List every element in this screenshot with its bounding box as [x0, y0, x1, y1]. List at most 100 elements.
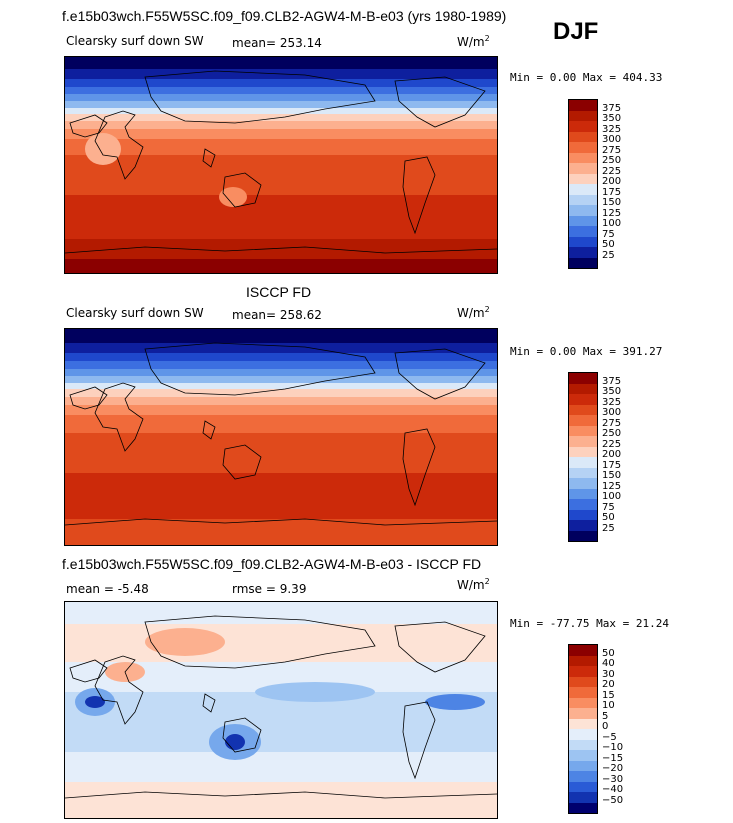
colorbar-swatch	[569, 110, 597, 121]
colorbar-swatch	[569, 100, 597, 111]
panel-1-colorbar-labels: 375 350 325 300 275 250 225 200 175 150 125 100 75 50…	[602, 99, 642, 269]
colorbar-swatch	[569, 697, 597, 708]
colorbar-swatch	[569, 718, 597, 729]
colorbar-tick-label: 5	[602, 710, 609, 722]
colorbar-swatch	[569, 184, 597, 195]
colorbar-swatch	[569, 383, 597, 394]
colorbar-swatch	[569, 781, 597, 792]
colorbar-swatch	[569, 792, 597, 803]
colorbar-tick-label: 275	[602, 417, 622, 429]
colorbar-tick-label: 40	[602, 658, 615, 669]
panel-1-field-label: Clearsky surf down SW	[66, 34, 204, 48]
panel-3-minmax: Min = -77.75 Max = 21.24	[510, 617, 669, 630]
panel-2-field-label: Clearsky surf down SW	[66, 306, 204, 320]
colorbar-tick-label: 325	[602, 123, 622, 135]
colorbar-tick-label: 375	[602, 102, 622, 114]
panel-2-minmax: Min = 0.00 Max = 391.27	[510, 345, 663, 358]
colorbar-swatch	[569, 142, 597, 153]
colorbar-tick-label: 350	[602, 386, 622, 397]
colorbar-swatch	[569, 257, 597, 268]
colorbar-swatch	[569, 666, 597, 677]
colorbar-swatch	[569, 655, 597, 666]
colorbar-tick-label: 25	[602, 522, 615, 534]
colorbar-tick-label: 125	[602, 480, 622, 492]
colorbar-tick-label: −40	[602, 784, 624, 795]
colorbar-tick-label: 200	[602, 176, 622, 187]
panel-1-minmax: Min = 0.00 Max = 404.33	[510, 71, 663, 84]
colorbar-tick-label: 50	[602, 512, 615, 523]
colorbar-swatch	[569, 760, 597, 771]
colorbar-swatch	[569, 226, 597, 237]
colorbar-swatch	[569, 645, 597, 656]
season-label: DJF	[553, 18, 599, 45]
colorbar-tick-label: 225	[602, 165, 622, 177]
colorbar-tick-label: 0	[602, 721, 609, 732]
colorbar-swatch	[569, 215, 597, 226]
colorbar-swatch	[569, 687, 597, 698]
colorbar-tick-label: 175	[602, 459, 622, 471]
colorbar-swatch	[569, 163, 597, 174]
panel-1-map	[64, 56, 498, 274]
colorbar-swatch	[569, 771, 597, 782]
colorbar-swatch	[569, 415, 597, 426]
colorbar-swatch	[569, 708, 597, 719]
colorbar-tick-label: 350	[602, 113, 622, 124]
colorbar-tick-label: 100	[602, 218, 622, 229]
panel-2-units: W/m2	[457, 305, 490, 320]
panel-3-colorbar	[568, 644, 598, 814]
colorbar-swatch	[569, 739, 597, 750]
colorbar-tick-label: −20	[602, 763, 624, 774]
colorbar-tick-label: 10	[602, 700, 615, 711]
colorbar-swatch	[569, 425, 597, 436]
colorbar-tick-label: 75	[602, 228, 615, 240]
colorbar-tick-label: 375	[602, 375, 622, 387]
panel-1-units: W/m2	[457, 34, 490, 49]
colorbar-tick-label: 15	[602, 689, 615, 701]
colorbar-swatch	[569, 394, 597, 405]
colorbar-tick-label: 250	[602, 428, 622, 439]
colorbar-swatch	[569, 436, 597, 447]
colorbar-tick-label: 275	[602, 144, 622, 156]
panel-3-map	[64, 601, 498, 819]
colorbar-tick-label: 250	[602, 155, 622, 166]
colorbar-tick-label: 300	[602, 407, 622, 418]
panel-2-map	[64, 328, 498, 546]
colorbar-tick-label: 300	[602, 134, 622, 145]
panel-3-colorbar-labels: 50 40 30 20 15 10 5 0 −5 −10 −15 −20 −30 −40 −50	[602, 644, 642, 814]
colorbar-swatch	[569, 729, 597, 740]
colorbar-tick-label: 75	[602, 501, 615, 513]
colorbar-tick-label: −10	[602, 742, 624, 753]
panel-1-mean: mean= 253.14	[232, 36, 322, 50]
colorbar-tick-label: 225	[602, 438, 622, 450]
panel-1-colorbar	[568, 99, 598, 269]
colorbar-swatch	[569, 488, 597, 499]
colorbar-swatch	[569, 446, 597, 457]
colorbar-tick-label: 25	[602, 249, 615, 261]
panel-2-colorbar	[568, 372, 598, 542]
colorbar-tick-label: 20	[602, 679, 615, 690]
colorbar-tick-label: −30	[602, 773, 624, 785]
panel-3-title: f.e15b03wch.F55W5SC.f09_f09.CLB2-AGW4-M-…	[62, 556, 482, 572]
colorbar-tick-label: −50	[602, 794, 624, 806]
colorbar-tick-label: 50	[602, 647, 615, 659]
colorbar-swatch	[569, 404, 597, 415]
colorbar-tick-label: 50	[602, 239, 615, 250]
panel-1-title: f.e15b03wch.F55W5SC.f09_f09.CLB2-AGW4-M-…	[62, 8, 507, 24]
colorbar-swatch	[569, 478, 597, 489]
colorbar-swatch	[569, 236, 597, 247]
panel-2-mean: mean= 258.62	[232, 308, 322, 322]
colorbar-swatch	[569, 457, 597, 468]
colorbar-tick-label: 150	[602, 470, 622, 481]
colorbar-swatch	[569, 247, 597, 258]
colorbar-tick-label: 150	[602, 197, 622, 208]
colorbar-swatch	[569, 173, 597, 184]
colorbar-swatch	[569, 802, 597, 813]
panel-3-mean: mean = -5.48	[66, 582, 149, 596]
colorbar-swatch	[569, 509, 597, 520]
colorbar-tick-label: −15	[602, 752, 624, 764]
colorbar-swatch	[569, 530, 597, 541]
colorbar-tick-label: 125	[602, 207, 622, 219]
colorbar-swatch	[569, 121, 597, 132]
colorbar-tick-label: 100	[602, 491, 622, 502]
colorbar-swatch	[569, 750, 597, 761]
